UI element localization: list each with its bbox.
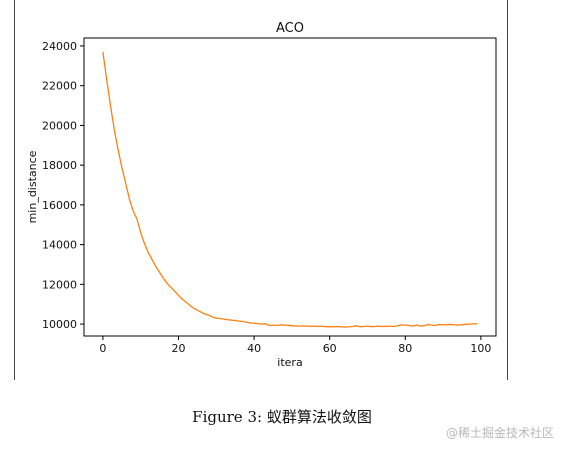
- series-line-0: [102, 51, 478, 328]
- x-tick-label: 100: [470, 342, 491, 355]
- x-axis-label: itera: [277, 356, 302, 369]
- y-tick-label: 24000: [42, 40, 77, 53]
- x-tick-label: 20: [171, 342, 185, 355]
- watermark-text: @稀土掘金技术社区: [445, 426, 554, 440]
- y-tick-label: 14000: [42, 239, 77, 252]
- y-tick-label: 20000: [42, 119, 77, 132]
- y-tick-label: 18000: [42, 159, 77, 172]
- x-tick-label: 0: [99, 342, 106, 355]
- chart-title: ACO: [276, 21, 304, 36]
- figure-caption: Figure 3: 蚁群算法收敛图: [192, 408, 372, 426]
- x-tick-label: 40: [247, 342, 261, 355]
- left-border-rule: [14, 0, 15, 380]
- y-tick-label: 12000: [42, 278, 77, 291]
- y-axis-label: min_distance: [26, 150, 39, 223]
- chart-panel: ACO itera min_distance 0 20 40 60 80 100 10000…: [14, 0, 508, 380]
- aco-convergence-chart: ACO itera min_distance 0 20 40 60 80 100 10000…: [26, 21, 497, 369]
- plot-area: 0 20 40 60 80 100 10000 12000 14000 16000 18000 200…: [42, 37, 497, 355]
- y-tick-label: 16000: [42, 199, 77, 212]
- right-border-rule: [507, 0, 508, 380]
- x-tick-label: 80: [398, 342, 412, 355]
- y-tick-label: 22000: [42, 80, 77, 93]
- plot-frame: [83, 37, 497, 337]
- x-tick-label: 60: [323, 342, 337, 355]
- y-tick-label: 10000: [42, 318, 77, 331]
